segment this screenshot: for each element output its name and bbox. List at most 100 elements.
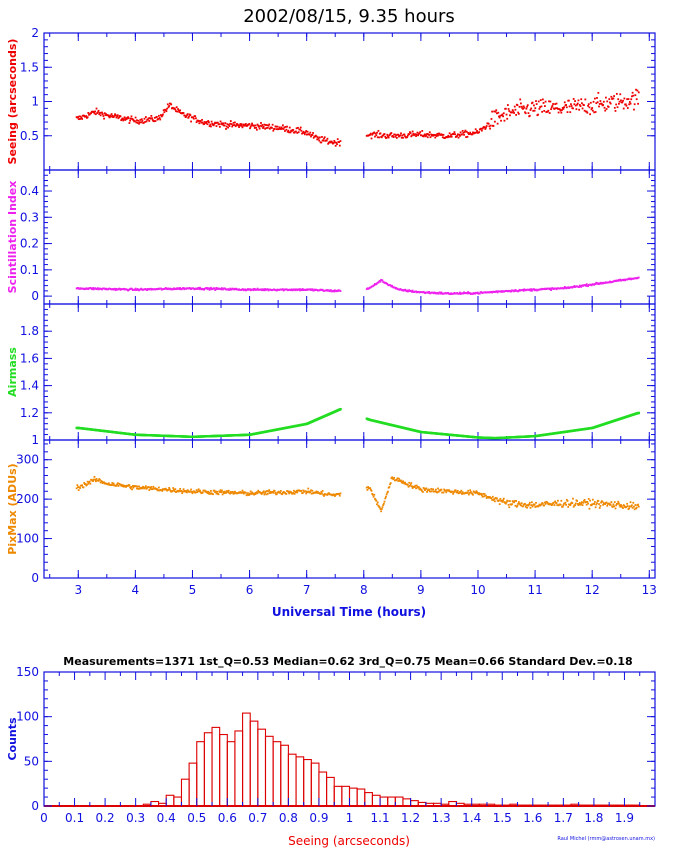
data-point (255, 126, 258, 129)
data-point (605, 501, 608, 504)
data-point (191, 492, 194, 495)
data-point (272, 491, 275, 494)
data-point (188, 115, 190, 118)
data-point (448, 489, 450, 492)
data-point (107, 115, 110, 118)
data-point (266, 288, 269, 291)
data-point (253, 288, 256, 290)
data-point (94, 478, 97, 481)
data-point (336, 138, 339, 141)
data-point (503, 119, 506, 122)
data-point (223, 490, 226, 493)
data-point (306, 491, 309, 494)
data-point (567, 99, 570, 102)
data-point (168, 105, 171, 107)
data-point (580, 501, 583, 504)
data-point (448, 135, 450, 138)
data-point (507, 503, 510, 506)
data-point (118, 287, 121, 290)
data-point (102, 115, 105, 117)
panel-seeing: 0.5 1 1.5 2 Seeing (arcseconds) (6, 26, 656, 171)
data-point (590, 504, 593, 507)
data-point (103, 117, 105, 120)
data-point (306, 130, 309, 133)
data-point (256, 287, 259, 290)
data-point (338, 144, 341, 147)
data-point (578, 286, 581, 288)
data-point (578, 104, 581, 106)
data-point (111, 114, 114, 117)
data-point (184, 114, 186, 117)
data-point (578, 108, 581, 111)
data-point (630, 98, 633, 101)
data-point (249, 490, 252, 493)
histogram-bar (295, 756, 305, 807)
data-point (76, 484, 79, 487)
data-point (144, 485, 147, 488)
data-point (428, 291, 430, 293)
data-point (96, 287, 99, 290)
data-point (596, 101, 599, 104)
data-point (381, 506, 384, 509)
histogram-bar (257, 728, 267, 807)
data-point (134, 116, 137, 119)
data-point (301, 132, 304, 134)
data-point (406, 484, 409, 486)
data-point (273, 128, 276, 130)
data-point (609, 102, 612, 105)
data-point (462, 131, 465, 134)
data-point (467, 493, 470, 496)
data-point (116, 482, 119, 485)
data-point (613, 501, 616, 503)
data-point (178, 489, 181, 492)
data-point (260, 125, 263, 128)
data-point (370, 489, 373, 492)
data-point (617, 102, 620, 105)
data-point (595, 503, 598, 506)
data-point (292, 129, 295, 131)
data-point (286, 130, 289, 133)
data-point (517, 502, 520, 505)
data-point (99, 481, 102, 484)
data-point (258, 125, 260, 128)
histogram-bar (593, 804, 603, 807)
data-point (144, 486, 147, 489)
data-point (220, 288, 223, 291)
data-point (432, 488, 435, 491)
data-point (524, 502, 526, 505)
data-point (221, 489, 223, 492)
data-point (422, 135, 425, 138)
data-point (404, 135, 407, 138)
data-point (514, 108, 517, 111)
data-point (478, 492, 481, 495)
data-point (559, 108, 561, 111)
data-point (591, 109, 594, 112)
data-point (565, 104, 568, 106)
data-point (112, 116, 115, 119)
data-point (414, 133, 417, 136)
data-point (181, 492, 184, 495)
data-point (428, 131, 431, 134)
data-point (116, 114, 119, 117)
data-point (315, 135, 318, 138)
data-point (252, 289, 255, 292)
data-point (618, 504, 621, 507)
data-point (387, 135, 389, 138)
data-point (210, 286, 212, 289)
x-tick-label: 1 (346, 811, 354, 825)
data-point (630, 505, 633, 508)
data-point (517, 112, 520, 115)
data-point (607, 105, 610, 108)
data-point (628, 101, 631, 103)
data-point (585, 110, 588, 113)
data-point (166, 107, 168, 110)
data-point (484, 128, 487, 130)
data-point (320, 141, 323, 144)
data-point (325, 139, 328, 142)
data-point (459, 131, 462, 134)
data-point (428, 488, 430, 491)
data-point (382, 504, 385, 507)
data-point (228, 288, 231, 291)
data-point (606, 504, 609, 507)
data-point (530, 288, 533, 291)
